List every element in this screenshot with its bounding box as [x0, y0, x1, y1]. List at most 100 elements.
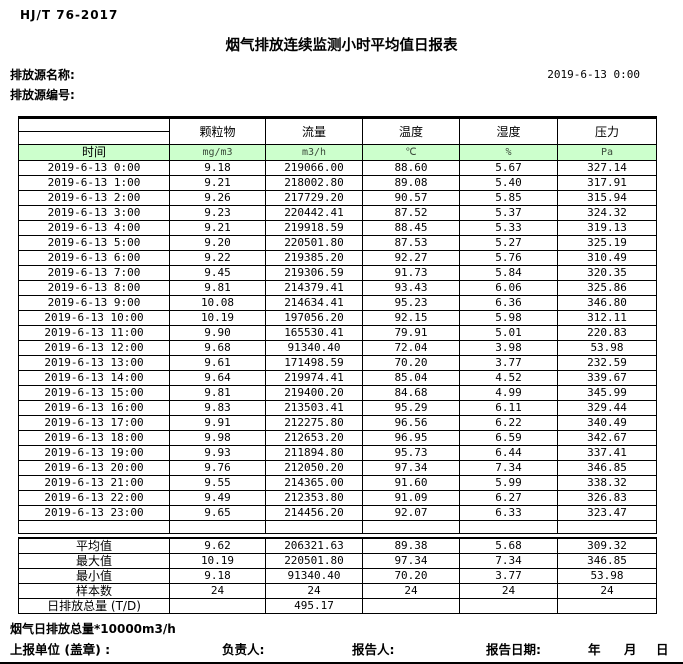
- value-cell: 87.52: [362, 205, 460, 221]
- time-cell: 2019-6-13 12:00: [18, 340, 170, 356]
- table-row: 2019-6-13 22:00 9.49 212353.80 91.09 6.27 326…: [18, 490, 657, 506]
- value-cell: 219974.41: [265, 370, 363, 386]
- value-cell: 90.57: [362, 190, 460, 206]
- value-cell: 5.40: [459, 175, 558, 191]
- summary-value-cell: 206321.63: [265, 537, 363, 554]
- value-cell: 171498.59: [265, 355, 363, 371]
- value-cell: 218002.80: [265, 175, 363, 191]
- summary-value-cell: 70.20: [362, 568, 460, 584]
- units-row: 时间 mg/m3 m3/h ℃ % Pa: [18, 144, 657, 161]
- value-cell: 5.99: [459, 475, 558, 491]
- time-cell: 2019-6-13 14:00: [18, 370, 170, 386]
- time-cell: 2019-6-13 13:00: [18, 355, 170, 371]
- summary-row: 样本数 24 24 24 24 24: [18, 583, 657, 599]
- value-cell: 88.60: [362, 160, 460, 176]
- summary-value-cell: 9.18: [169, 568, 266, 584]
- time-cell: 2019-6-13 6:00: [18, 250, 170, 266]
- time-cell: 2019-6-13 7:00: [18, 265, 170, 281]
- summary-value-cell: 24: [169, 583, 266, 599]
- value-cell: 5.98: [459, 310, 558, 326]
- data-rows: 2019-6-13 0:00 9.18 219066.00 88.60 5.67 327.…: [18, 160, 657, 521]
- value-cell: 312.11: [557, 310, 657, 326]
- value-cell: 337.41: [557, 445, 657, 461]
- value-cell: 10.19: [169, 310, 266, 326]
- value-cell: 4.99: [459, 385, 558, 401]
- value-cell: 6.06: [459, 280, 558, 296]
- time-cell: 2019-6-13 0:00: [18, 160, 170, 176]
- empty-cell: [265, 520, 363, 534]
- value-cell: 326.83: [557, 490, 657, 506]
- summary-value-cell: 89.38: [362, 537, 460, 554]
- table-row: 2019-6-13 13:00 9.61 171498.59 70.20 3.77 232…: [18, 355, 657, 371]
- summary-label-cell: 最大值: [18, 553, 170, 569]
- value-cell: 70.20: [362, 355, 460, 371]
- value-cell: 84.68: [362, 385, 460, 401]
- value-cell: 91340.40: [265, 340, 363, 356]
- table-row: 2019-6-13 15:00 9.81 219400.20 84.68 4.99 345…: [18, 385, 657, 401]
- value-cell: 214634.41: [265, 295, 363, 311]
- time-cell: 2019-6-13 17:00: [18, 415, 170, 431]
- value-cell: 213503.41: [265, 400, 363, 416]
- value-cell: 95.23: [362, 295, 460, 311]
- value-cell: 79.91: [362, 325, 460, 341]
- value-cell: 211894.80: [265, 445, 363, 461]
- unit-pm: mg/m3: [169, 144, 266, 161]
- year-label: 年: [588, 642, 601, 657]
- time-cell: 2019-6-13 2:00: [18, 190, 170, 206]
- value-cell: 91.73: [362, 265, 460, 281]
- time-cell: 2019-6-13 8:00: [18, 280, 170, 296]
- table-row: 2019-6-13 5:00 9.20 220501.80 87.53 5.27 325.…: [18, 235, 657, 251]
- summary-label-cell: 最小值: [18, 568, 170, 584]
- empty-cell: [18, 520, 170, 534]
- value-cell: 339.67: [557, 370, 657, 386]
- value-cell: 310.49: [557, 250, 657, 266]
- value-cell: 92.07: [362, 505, 460, 521]
- time-cell: 2019-6-13 3:00: [18, 205, 170, 221]
- value-cell: 9.68: [169, 340, 266, 356]
- unit-pressure: Pa: [557, 144, 657, 161]
- value-cell: 9.98: [169, 430, 266, 446]
- value-cell: 9.49: [169, 490, 266, 506]
- summary-value-cell: [557, 598, 657, 614]
- time-cell: 2019-6-13 4:00: [18, 220, 170, 236]
- value-cell: 214365.00: [265, 475, 363, 491]
- value-cell: 5.84: [459, 265, 558, 281]
- spacer-rows: [18, 520, 657, 534]
- value-cell: 220.83: [557, 325, 657, 341]
- value-cell: 91.60: [362, 475, 460, 491]
- value-cell: 6.44: [459, 445, 558, 461]
- value-cell: 212353.80: [265, 490, 363, 506]
- table-row: 2019-6-13 9:00 10.08 214634.41 95.23 6.36 346…: [18, 295, 657, 311]
- time-cell: 2019-6-13 20:00: [18, 460, 170, 476]
- unit-temperature: ℃: [362, 144, 460, 161]
- time-cell: 2019-6-13 15:00: [18, 385, 170, 401]
- empty-cell: [362, 520, 460, 534]
- value-cell: 9.64: [169, 370, 266, 386]
- time-cell: 2019-6-13 22:00: [18, 490, 170, 506]
- value-cell: 89.08: [362, 175, 460, 191]
- report-date-label: 报告日期:: [486, 642, 541, 657]
- table-row: 2019-6-13 6:00 9.22 219385.20 92.27 5.76 310.…: [18, 250, 657, 266]
- value-cell: 5.27: [459, 235, 558, 251]
- page-title: 烟气排放连续监测小时平均值日报表: [225, 38, 458, 54]
- table-row: 2019-6-13 17:00 9.91 212275.80 96.56 6.22 340…: [18, 415, 657, 431]
- value-cell: 6.59: [459, 430, 558, 446]
- value-cell: 9.90: [169, 325, 266, 341]
- table-row: 2019-6-13 21:00 9.55 214365.00 91.60 5.99 338…: [18, 475, 657, 491]
- value-cell: 319.13: [557, 220, 657, 236]
- empty-row: [18, 520, 657, 534]
- empty-cell: [459, 520, 558, 534]
- summary-value-cell: 3.77: [459, 568, 558, 584]
- standard-number: HJ/T 76-2017: [20, 8, 119, 22]
- value-cell: 5.37: [459, 205, 558, 221]
- value-cell: 317.91: [557, 175, 657, 191]
- summary-value-cell: [169, 598, 266, 614]
- value-cell: 9.61: [169, 355, 266, 371]
- value-cell: 91.09: [362, 490, 460, 506]
- summary-row: 最大值 10.19 220501.80 97.34 7.34 346.85: [18, 553, 657, 569]
- value-cell: 220442.41: [265, 205, 363, 221]
- table-row: 2019-6-13 10:00 10.19 197056.20 92.15 5.98 31…: [18, 310, 657, 326]
- time-cell: 2019-6-13 16:00: [18, 400, 170, 416]
- time-cell: 2019-6-13 23:00: [18, 505, 170, 521]
- value-cell: 219306.59: [265, 265, 363, 281]
